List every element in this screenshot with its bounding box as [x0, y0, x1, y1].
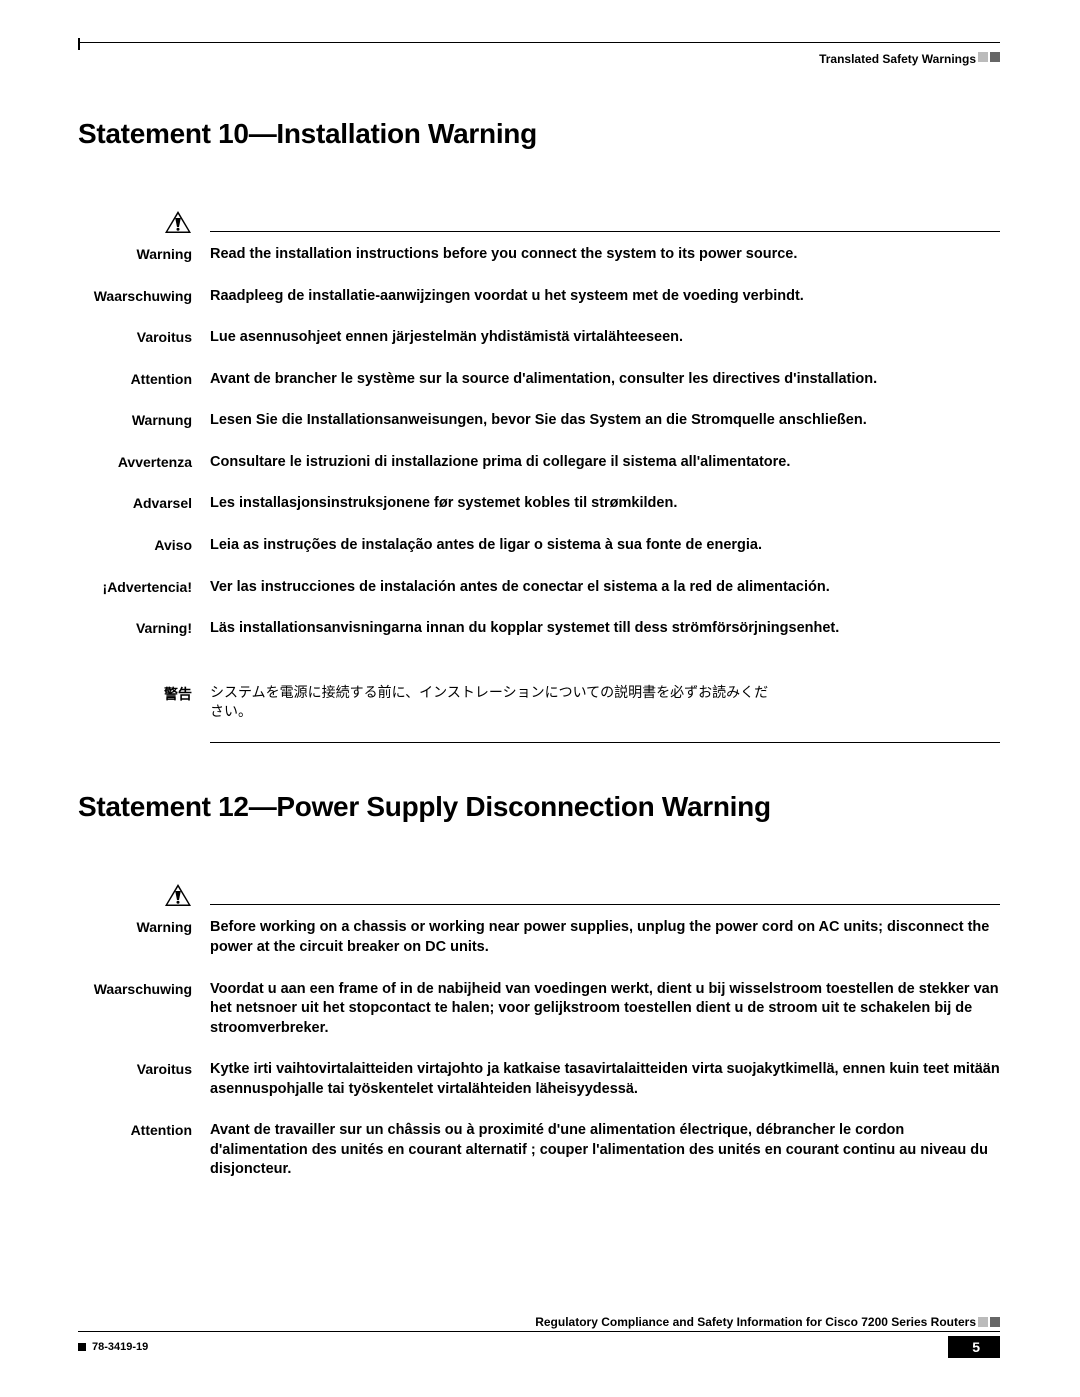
warning-label: Warning	[78, 245, 210, 262]
warning-triangle-icon	[164, 883, 192, 907]
page-content: Statement 10—Installation Warning	[78, 118, 1000, 1202]
warning-label: Waarschuwing	[78, 287, 210, 304]
warning-row: 警告 システムを電源に接続する前に、インストレーションについての説明書を必ずお読…	[78, 683, 1000, 721]
footer-doc-number: 78-3419-19	[78, 1341, 148, 1353]
header-decor-square-dark	[990, 52, 1000, 62]
warning-row: Warnung Lesen Sie die Installationsanwei…	[78, 411, 1000, 431]
warning-label: Advarsel	[78, 494, 210, 511]
warning-row: Advarsel Les installasjonsinstruksjonene…	[78, 494, 1000, 514]
warning-label: 警告	[78, 683, 210, 704]
warning-triangle-icon	[164, 210, 192, 234]
warning-icon-cell	[78, 883, 210, 912]
warning-row: Waarschuwing Voordat u aan een frame of …	[78, 980, 1000, 1039]
warning-text: Lesen Sie die Installationsanweisungen, …	[210, 411, 1000, 431]
warning-label: Waarschuwing	[78, 980, 210, 997]
warning-text: Avant de travailler sur un châssis ou à …	[210, 1121, 1000, 1180]
warning-row: Varning! Läs installationsanvisningarna …	[78, 619, 1000, 639]
warning-text: Kytke irti vaihtovirtalaitteiden virtajo…	[210, 1060, 1000, 1099]
header-section-label: Translated Safety Warnings	[819, 52, 976, 66]
statement-12-title: Statement 12—Power Supply Disconnection …	[78, 791, 1000, 823]
warning-header-rule	[210, 883, 1000, 905]
page-number: 5	[948, 1336, 1000, 1358]
warning-label: Avvertenza	[78, 453, 210, 470]
warning-row: Attention Avant de brancher le système s…	[78, 370, 1000, 390]
header-rule	[78, 42, 1000, 43]
warning-icon-row	[78, 883, 1000, 912]
warning-row: ¡Advertencia! Ver las instrucciones de i…	[78, 578, 1000, 598]
crop-mark	[78, 38, 100, 50]
warning-label: ¡Advertencia!	[78, 578, 210, 595]
footer-decor-square-light	[978, 1317, 988, 1327]
warning-text: Lue asennusohjeet ennen järjestelmän yhd…	[210, 328, 1000, 348]
warning-text: システムを電源に接続する前に、インストレーションについての説明書を必ずお読みくだ…	[210, 683, 770, 721]
warning-label: Varning!	[78, 619, 210, 636]
warning-text: Before working on a chassis or working n…	[210, 918, 1000, 957]
page-footer: Regulatory Compliance and Safety Informa…	[78, 1315, 1000, 1358]
warning-text: Read the installation instructions befor…	[210, 245, 1000, 265]
warning-label: Aviso	[78, 536, 210, 553]
warning-text: Consultare le istruzioni di installazion…	[210, 453, 1000, 473]
warning-row: Warning Before working on a chassis or w…	[78, 918, 1000, 957]
warning-label: Attention	[78, 370, 210, 387]
statement-10-title: Statement 10—Installation Warning	[78, 118, 1000, 150]
warning-row: Varoitus Lue asennusohjeet ennen järjest…	[78, 328, 1000, 348]
statement-10-block: Warning Read the installation instructio…	[78, 210, 1000, 743]
footer-doc-title: Regulatory Compliance and Safety Informa…	[78, 1315, 1000, 1329]
warning-text: Raadpleeg de installatie-aanwijzingen vo…	[210, 287, 1000, 307]
warning-text: Avant de brancher le système sur la sour…	[210, 370, 1000, 390]
header-decor-square-light	[978, 52, 988, 62]
warning-row: Warning Read the installation instructio…	[78, 245, 1000, 265]
warning-text: Läs installationsanvisningarna innan du …	[210, 619, 1000, 639]
warning-header-rule	[210, 210, 1000, 232]
warning-label: Varoitus	[78, 1060, 210, 1077]
warning-row: Aviso Leia as instruções de instalação a…	[78, 536, 1000, 556]
document-page: Translated Safety Warnings Statement 10—…	[78, 38, 1000, 1358]
warning-row: Avvertenza Consultare le istruzioni di i…	[78, 453, 1000, 473]
warning-icon-cell	[78, 210, 210, 239]
statement-end-rule	[210, 742, 1000, 743]
warning-row: Varoitus Kytke irti vaihtovirtalaitteide…	[78, 1060, 1000, 1099]
warning-label: Warning	[78, 918, 210, 935]
warning-text: Leia as instruções de instalação antes d…	[210, 536, 1000, 556]
warning-text: Voordat u aan een frame of in de nabijhe…	[210, 980, 1000, 1039]
warning-row: Attention Avant de travailler sur un châ…	[78, 1121, 1000, 1180]
warning-row: Waarschuwing Raadpleeg de installatie-aa…	[78, 287, 1000, 307]
footer-decor-square-dark	[990, 1317, 1000, 1327]
warning-text: Ver las instrucciones de instalación ant…	[210, 578, 1000, 598]
warning-icon-row	[78, 210, 1000, 239]
warning-text: Les installasjonsinstruksjonene før syst…	[210, 494, 1000, 514]
statement-12-block: Warning Before working on a chassis or w…	[78, 883, 1000, 1180]
warning-label: Varoitus	[78, 328, 210, 345]
warning-label: Warnung	[78, 411, 210, 428]
warning-label: Attention	[78, 1121, 210, 1138]
footer-bottom-row: 78-3419-19 5	[78, 1332, 1000, 1358]
